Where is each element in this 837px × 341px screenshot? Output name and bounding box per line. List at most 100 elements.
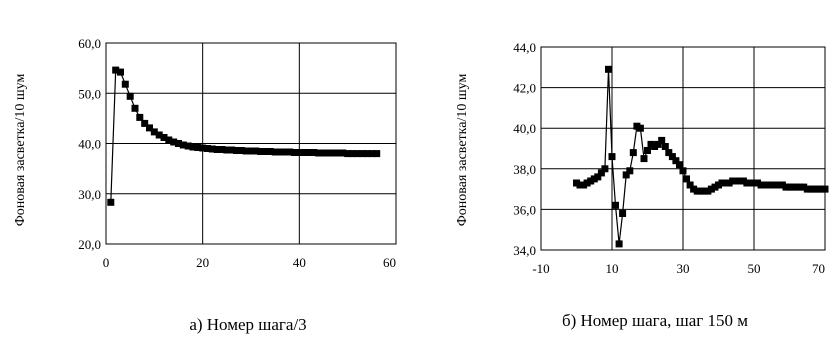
chart-b-y-tick-label: 40,0 bbox=[513, 121, 536, 136]
chart-a-data-point bbox=[368, 150, 376, 158]
chart-a-data-point bbox=[121, 80, 129, 88]
chart-a-y-tick-label: 20,0 bbox=[78, 237, 101, 252]
chart-b-data-point bbox=[594, 173, 602, 181]
chart-a-data-point bbox=[339, 149, 347, 157]
chart-a-data-point bbox=[146, 124, 153, 132]
chart-a-caption: а) Номер шага/3 bbox=[189, 315, 306, 334]
chart-a-x-tick-label: 20 bbox=[196, 255, 209, 270]
chart-a-data-point bbox=[329, 149, 337, 157]
chart-b-data-point bbox=[576, 181, 584, 189]
chart-b-data-point bbox=[764, 181, 772, 189]
chart-a-series-line bbox=[110, 69, 377, 203]
chart-a-data-point bbox=[237, 147, 245, 154]
chart-b-data-point bbox=[647, 140, 655, 148]
chart-b-data-point bbox=[636, 124, 644, 132]
chart-b-ylabel: Фоновая засветка/10 шум bbox=[455, 74, 470, 227]
chart-b-data-point bbox=[676, 161, 683, 169]
chart-b-x-tick-label: 70 bbox=[812, 261, 825, 276]
chart-a-x-tick-label: 40 bbox=[293, 255, 306, 270]
chart-b-data-point bbox=[672, 157, 680, 165]
chart-b-data-point bbox=[597, 169, 605, 177]
chart-b-x-tick-label: -10 bbox=[532, 261, 549, 276]
chart-b-data-point bbox=[789, 183, 797, 191]
chart-b-data-point bbox=[807, 185, 815, 193]
chart-a-data-point bbox=[286, 148, 294, 156]
chart-a-data-point bbox=[373, 150, 381, 158]
chart-a-data-point bbox=[189, 143, 197, 151]
chart-a-data-point bbox=[271, 148, 279, 156]
chart-b-data-point bbox=[583, 179, 591, 187]
chart-a-x-tick-label: 60 bbox=[383, 255, 396, 270]
chart-b-data-point bbox=[743, 179, 751, 187]
chart-a-data-point bbox=[184, 142, 192, 150]
chart-a-data-point bbox=[218, 146, 226, 153]
chart-a-data-point bbox=[141, 119, 149, 127]
chart-a-y-tick-label: 40,0 bbox=[78, 137, 101, 152]
chart-a-data-point bbox=[165, 136, 173, 144]
chart-a-data-point bbox=[305, 149, 313, 156]
chart-a-data-point bbox=[117, 68, 124, 76]
chart-a-data-point bbox=[247, 147, 255, 155]
chart-b-data-point bbox=[690, 185, 698, 193]
chart-a-data-point bbox=[179, 141, 187, 149]
chart-b-data-point bbox=[644, 147, 651, 154]
chart-b-data-point bbox=[707, 185, 715, 193]
chart-a-data-point bbox=[266, 148, 274, 155]
chart-a-data-point bbox=[213, 146, 221, 153]
chart-b-data-point bbox=[761, 181, 769, 189]
chart-b-data-point bbox=[683, 175, 690, 183]
chart-b-data-point bbox=[736, 177, 744, 185]
chart-a-y-tick-label: 50,0 bbox=[78, 86, 101, 101]
chart-a-data-point bbox=[353, 150, 361, 158]
chart-a-data-point bbox=[160, 134, 168, 141]
chart-b-data-point bbox=[693, 187, 701, 195]
chart-b-data-point bbox=[654, 140, 662, 148]
chart-b-data-point bbox=[665, 149, 673, 157]
chart-b: 34,0 36,0 38,0 40,0 42,0 44,0 -10 10 30 50 70 Фон… bbox=[455, 40, 829, 330]
chart-a-data-point bbox=[252, 147, 260, 155]
chart-b-data-point bbox=[612, 201, 619, 209]
chart-a-data-point bbox=[291, 149, 298, 156]
chart-b-data-point bbox=[800, 183, 808, 191]
chart-b-y-tick-label: 38,0 bbox=[513, 162, 536, 177]
chart-a-data-point bbox=[228, 146, 236, 154]
chart-b-data-point bbox=[658, 136, 666, 144]
chart-b-x-tick-label: 10 bbox=[606, 261, 619, 276]
chart-a-x-tick-label: 0 bbox=[103, 255, 110, 270]
chart-a-data-point bbox=[349, 150, 356, 158]
chart-a-plot-frame bbox=[105, 42, 397, 245]
chart-b-data-point bbox=[679, 167, 687, 175]
chart-b-data-point bbox=[729, 177, 737, 185]
chart-a-data-point bbox=[358, 150, 366, 158]
chart-a-data-point bbox=[155, 131, 163, 139]
chart-b-data-point bbox=[605, 65, 612, 73]
chart-a-data-point bbox=[257, 148, 265, 155]
chart-b-y-tick-label: 42,0 bbox=[513, 81, 536, 96]
chart-a-data-point bbox=[194, 144, 202, 151]
chart-b-data-point bbox=[821, 185, 829, 193]
chart-a-data-point bbox=[363, 150, 371, 158]
chart-b-caption: б) Номер шага, шаг 150 м bbox=[562, 311, 748, 330]
chart-b-data-point bbox=[686, 181, 694, 189]
chart-b-data-point bbox=[814, 185, 822, 193]
chart-a-data-point bbox=[199, 144, 207, 152]
chart-b-data-point bbox=[796, 183, 804, 191]
chart-b-data-point bbox=[626, 167, 634, 175]
chart-b-data-point bbox=[700, 187, 708, 195]
chart-a-data-point bbox=[126, 92, 134, 100]
chart-b-data-point bbox=[608, 153, 616, 161]
chart-a-data-point bbox=[334, 149, 342, 157]
chart-a-data-point bbox=[310, 149, 318, 156]
chart-a-data-point bbox=[107, 198, 115, 206]
chart-b-data-point bbox=[718, 179, 726, 187]
chart-b-data-point bbox=[668, 153, 676, 161]
chart-a: 20,0 30,0 40,0 50,0 60,0 0 20 40 60 Фоновая зас… bbox=[13, 36, 397, 334]
chart-a-ylabel: Фоновая засветка/10 шум bbox=[13, 74, 28, 227]
chart-a-data-point bbox=[204, 145, 211, 152]
chart-a-data-point bbox=[233, 147, 240, 154]
chart-b-data-point bbox=[587, 177, 595, 185]
chart-b-data-point bbox=[629, 149, 637, 157]
chart-a-data-point bbox=[324, 149, 332, 157]
chart-a-data-point bbox=[344, 150, 352, 158]
chart-a-data-point bbox=[223, 146, 231, 154]
